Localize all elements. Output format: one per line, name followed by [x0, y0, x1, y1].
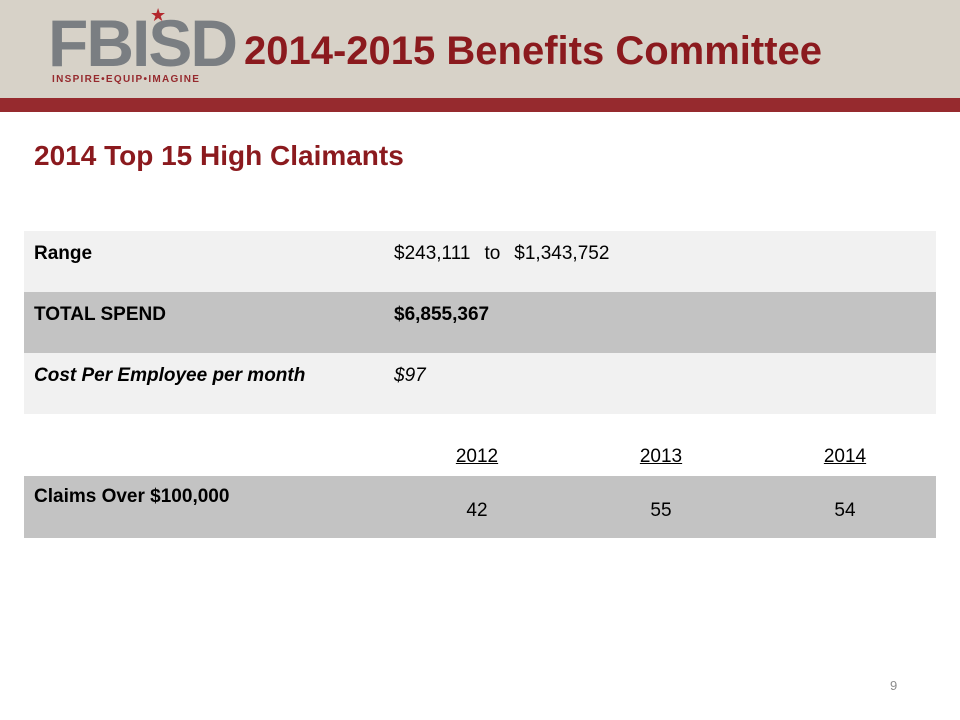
logo-wordmark: FBISD	[48, 6, 238, 80]
range-high: $1,343,752	[514, 243, 610, 264]
page-number: 9	[890, 678, 898, 693]
header-band: FBISD ★ INSPIRE•EQUIP•IMAGINE 2014-2015 …	[0, 0, 960, 98]
claims-value-2014: 54	[834, 500, 856, 521]
claims-data-row: Claims Over $100,000 42 55 54	[24, 476, 936, 538]
fbisd-logo: FBISD ★ INSPIRE•EQUIP•IMAGINE	[48, 5, 238, 88]
summary-row-cost-per-employee: Cost Per Employee per month $97	[24, 353, 936, 414]
claims-value-2013: 55	[650, 500, 672, 521]
claims-header-row: 2012 2013 2014	[24, 436, 936, 476]
year-header-2013: 2013	[639, 446, 683, 467]
claims-table: 2012 2013 2014 Claims Over $100,000 42 5…	[24, 436, 936, 538]
year-header-2014: 2014	[823, 446, 867, 467]
range-value: $243,111 to $1,343,752	[394, 243, 609, 265]
cost-per-employee-value: $97	[394, 365, 426, 386]
range-label: Range	[34, 243, 93, 264]
section-heading: 2014 Top 15 High Claimants	[34, 140, 404, 171]
range-low: $243,111	[394, 243, 471, 264]
logo-star-icon: ★	[150, 5, 167, 25]
logo-tagline: INSPIRE•EQUIP•IMAGINE	[52, 74, 201, 85]
summary-row-range: Range $243,111 to $1,343,752	[24, 231, 936, 292]
header-divider	[0, 98, 960, 112]
summary-table: Range $243,111 to $1,343,752 TOTAL SPEND $…	[24, 231, 936, 414]
summary-row-total-spend: TOTAL SPEND $6,855,367	[24, 292, 936, 353]
claims-row-label: Claims Over $100,000	[34, 486, 230, 507]
total-spend-label: TOTAL SPEND	[34, 304, 166, 325]
cost-per-employee-label: Cost Per Employee per month	[34, 365, 306, 386]
total-spend-value: $6,855,367	[394, 304, 490, 325]
claims-value-2012: 42	[466, 500, 488, 521]
slide-title: 2014-2015 Benefits Committee	[244, 29, 823, 73]
year-header-2012: 2012	[455, 446, 499, 467]
range-connector: to	[484, 243, 501, 264]
